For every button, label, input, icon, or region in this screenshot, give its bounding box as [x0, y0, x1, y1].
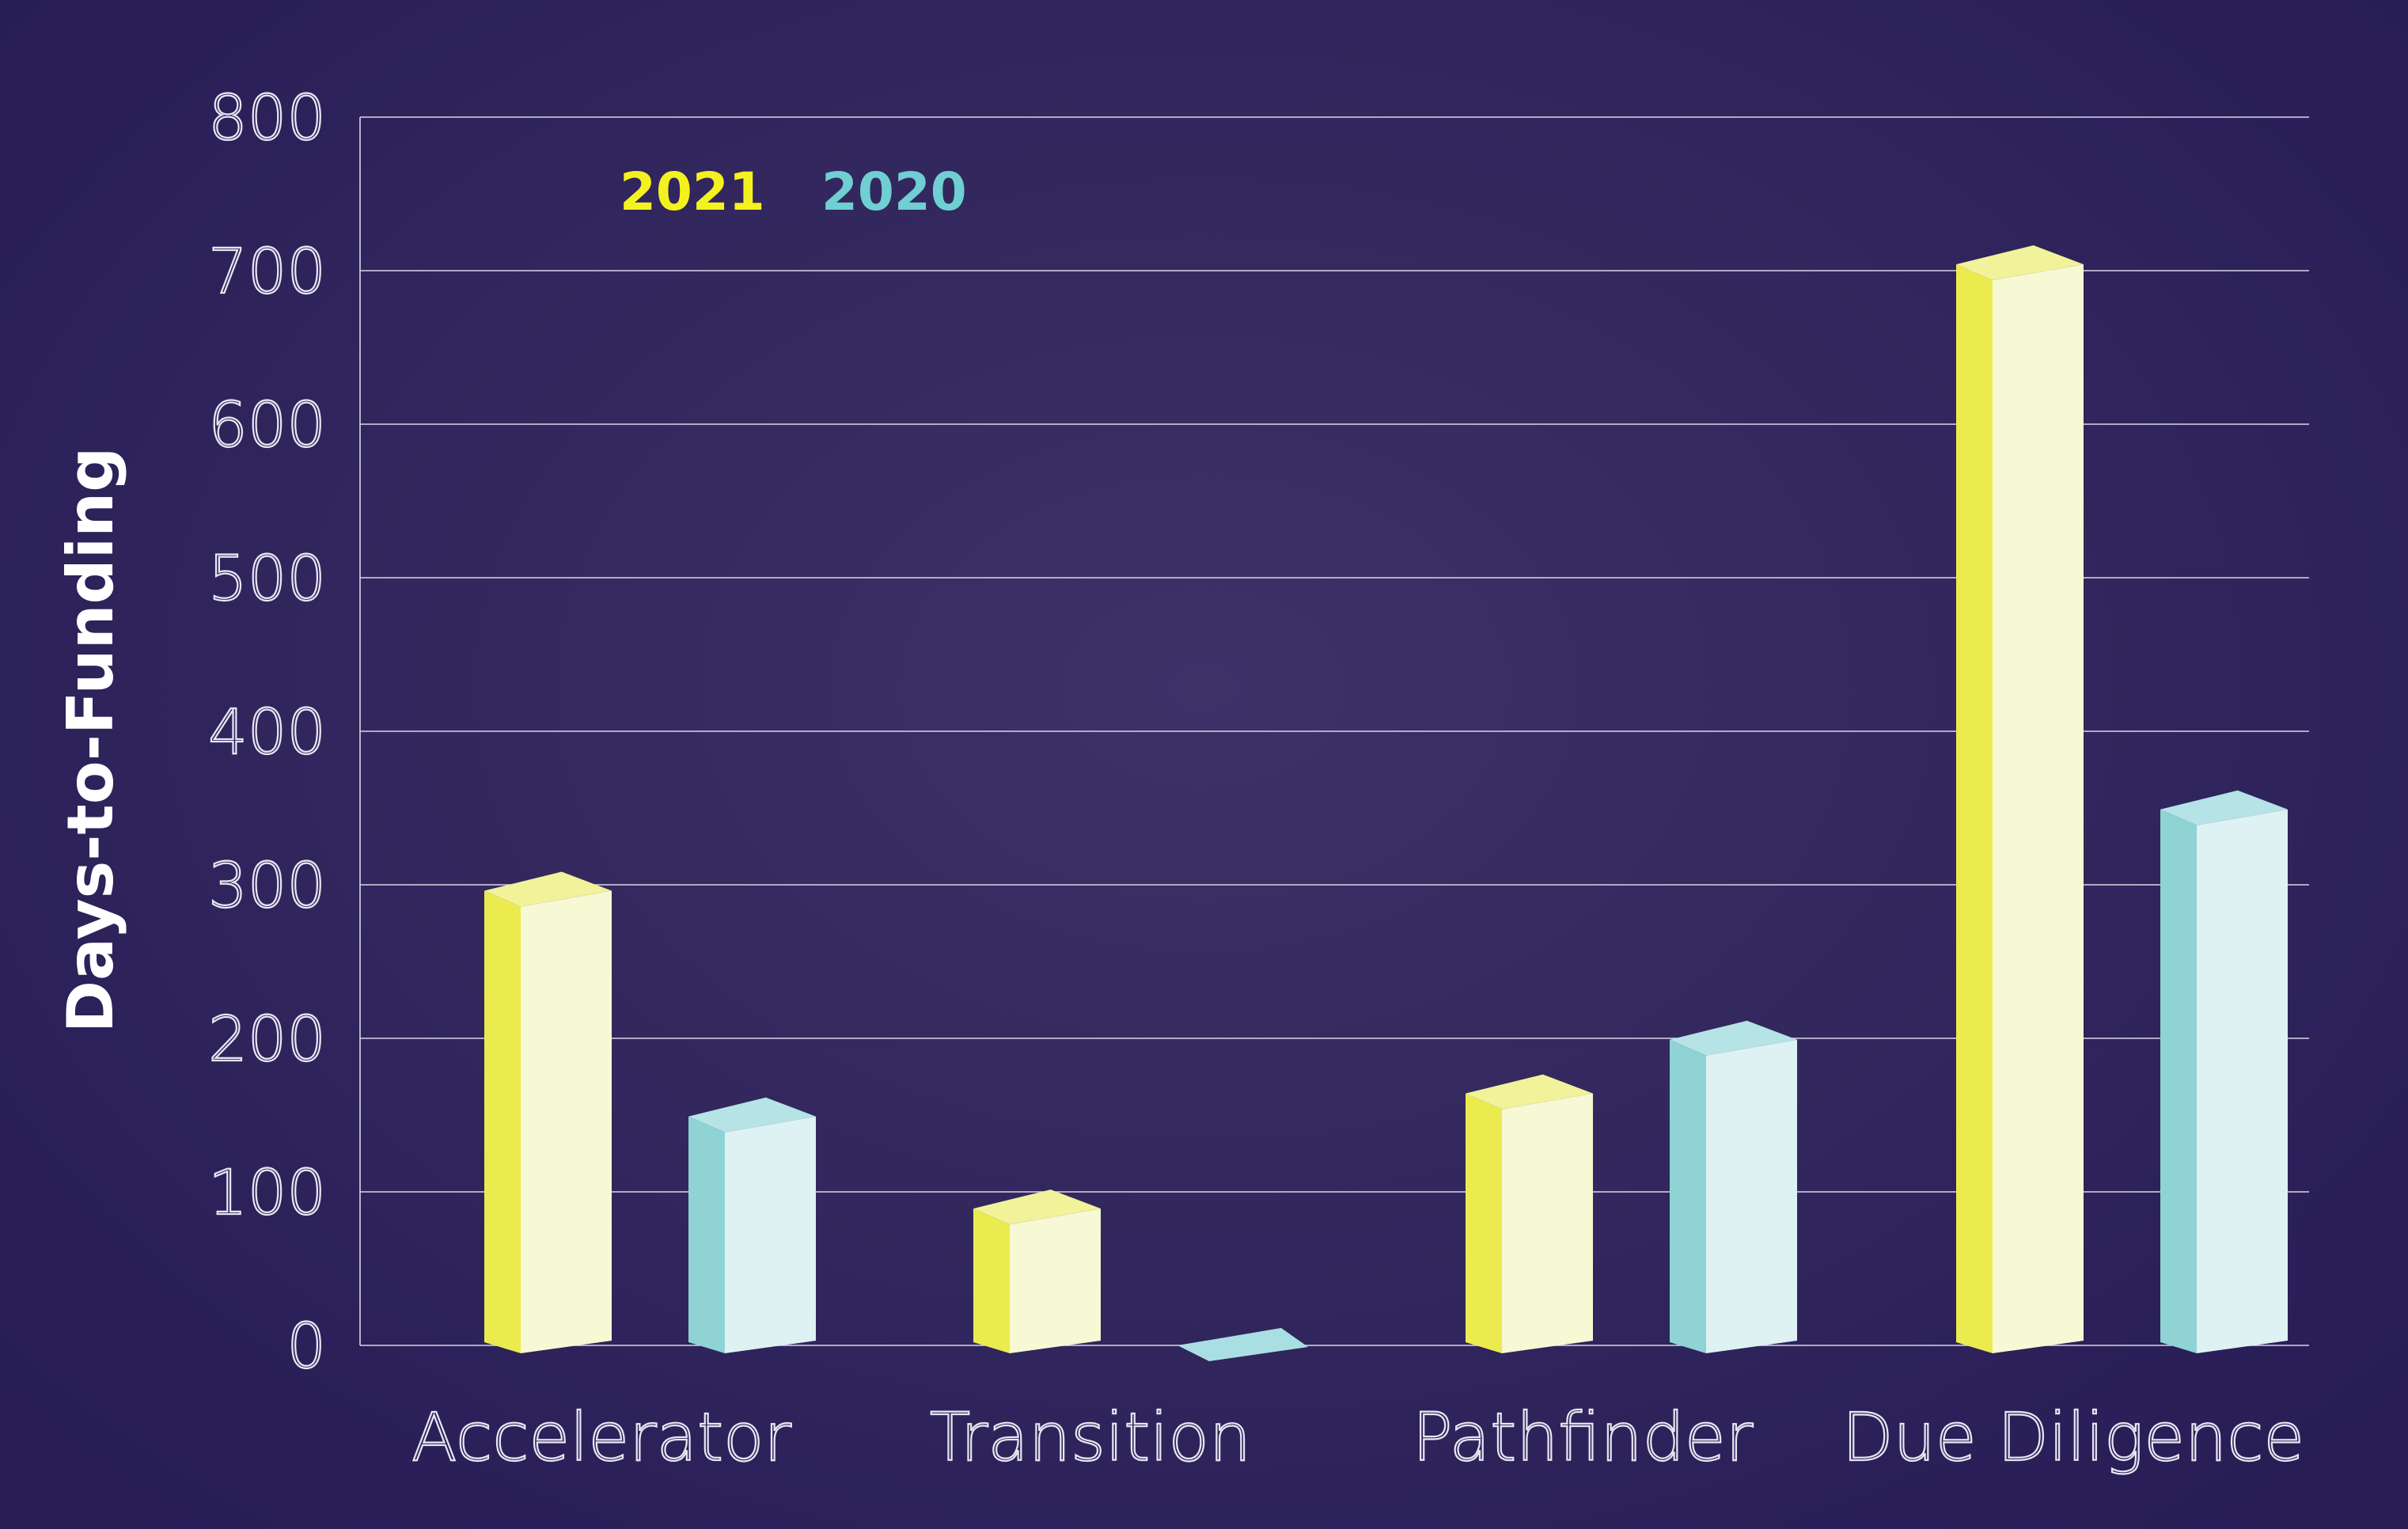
bar-front-face	[1502, 1093, 1593, 1353]
y-tick-label: 500	[208, 544, 326, 615]
x-tick-label: Pathfinder	[1413, 1398, 1754, 1476]
legend-label-2020: 2020	[821, 161, 967, 222]
bar-front-face	[1706, 1039, 1797, 1353]
bar-top-face	[1466, 1074, 1593, 1110]
bar-side-face	[1956, 264, 1993, 1353]
bar-top-face	[484, 871, 612, 907]
y-axis-title: Days-to-Funding	[54, 447, 127, 1034]
bar-side-face	[484, 890, 521, 1353]
bar-top-face	[1670, 1020, 1797, 1056]
bar-front-face	[1993, 264, 2084, 1353]
bar-front-face	[2197, 809, 2288, 1353]
bars	[484, 245, 2288, 1361]
axis-labels: 0 100 200 300 400 500 600 700 800 Accelerator Tran…	[207, 82, 2305, 1477]
bar-2021-3	[1956, 245, 2084, 1353]
bar-side-face	[1466, 1093, 1502, 1353]
legend: 2021 2020	[620, 161, 967, 222]
bar-front-face	[1010, 1208, 1101, 1353]
y-tick-label: 400	[208, 697, 326, 768]
bar-2020-3	[2160, 790, 2288, 1353]
y-tick-label: 800	[208, 83, 326, 154]
y-tick-label: 100	[208, 1158, 326, 1229]
bar-2020-2	[1670, 1020, 1797, 1353]
y-tick-label: 600	[208, 390, 326, 461]
y-tick-label: 300	[208, 851, 326, 922]
bar-2020-1	[1177, 1328, 1308, 1361]
x-tick-label: Accelerator	[411, 1398, 791, 1476]
bar-side-face	[2160, 809, 2197, 1353]
bar-2020-0	[688, 1097, 816, 1353]
y-tick-label: 700	[208, 237, 326, 308]
legend-label-2021: 2021	[620, 161, 765, 222]
gridlines	[360, 116, 2309, 1346]
bar-front-face	[521, 890, 612, 1353]
bar-top-face	[688, 1097, 816, 1133]
y-tick-label: 200	[208, 1004, 326, 1076]
bar-top-face	[973, 1189, 1101, 1225]
bar-top-face	[2160, 790, 2288, 825]
x-tick-label: Due Diligence	[1842, 1398, 2304, 1476]
bar-side-face	[1670, 1039, 1706, 1353]
bar-2021-2	[1466, 1074, 1593, 1353]
bar-side-face	[688, 1116, 725, 1353]
bar-2021-1	[973, 1189, 1101, 1353]
bar-side-face	[973, 1208, 1010, 1353]
y-tick-label: 0	[286, 1311, 326, 1383]
bar-top-face	[1956, 245, 2084, 280]
bar-front-face	[725, 1116, 816, 1353]
bar-2021-0	[484, 871, 612, 1353]
x-tick-label: Transition	[930, 1398, 1251, 1476]
